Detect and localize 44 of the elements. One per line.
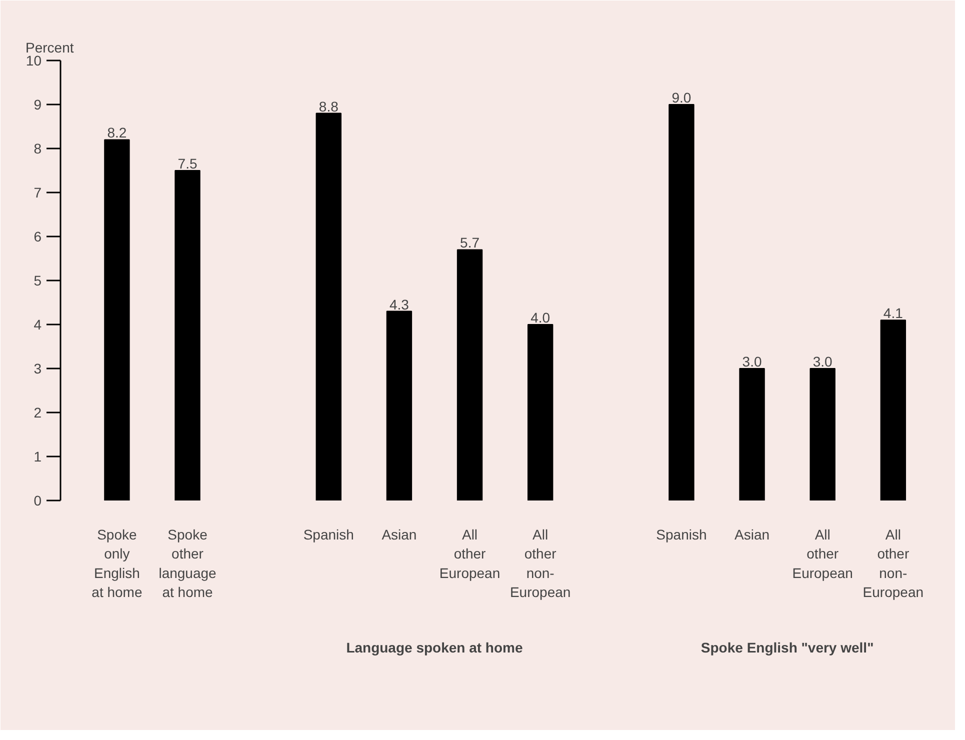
bar [527, 324, 554, 500]
data-label: 4.3 [389, 296, 410, 312]
x-tick-label: Asian [734, 526, 770, 542]
y-tick-label: 6 [34, 228, 42, 244]
bar [104, 139, 130, 500]
y-tick-label: 2 [34, 404, 42, 420]
x-tick-label: All other European [792, 526, 853, 581]
data-label: 7.5 [178, 156, 198, 172]
bar [668, 104, 694, 500]
bar [880, 320, 906, 500]
y-tick-label: 0 [34, 492, 42, 508]
data-label: 5.7 [460, 234, 480, 251]
y-tick-label: 1 [34, 448, 42, 464]
x-tick-label: Spanish [656, 526, 707, 542]
bar [810, 368, 836, 500]
data-label: 3.0 [812, 354, 833, 370]
x-tick-label: Asian [382, 526, 417, 542]
bar [456, 249, 483, 500]
y-tick-label: 5 [34, 272, 42, 288]
y-tick-label: 3 [34, 360, 42, 376]
bar [174, 170, 200, 500]
data-label: 4.1 [883, 305, 904, 322]
data-label: 3.0 [742, 354, 762, 370]
x-tick-label: Spoke only English at home [92, 526, 142, 600]
text: Language spoken at home [346, 640, 523, 656]
y-tick-label: 7 [34, 184, 42, 200]
y-tick-label: 4 [34, 316, 42, 332]
data-label: 4.0 [530, 310, 550, 326]
bar [739, 368, 765, 500]
data-label: 8.2 [107, 124, 127, 141]
x-tick-label: Spoke other language at home [158, 526, 217, 600]
data-label: 9.0 [672, 90, 692, 106]
x-tick-label: All other non- European [862, 526, 924, 600]
x-tick-label: All other non- European [510, 526, 571, 600]
y-axis-title: Percent [26, 40, 74, 56]
text: Spoke English "very well" [700, 640, 874, 656]
y-tick-label: 9 [34, 96, 42, 112]
bar [316, 112, 342, 500]
data-label: 8.8 [318, 98, 339, 114]
x-tick-label: Spanish [303, 526, 354, 542]
bar [386, 310, 412, 500]
y-tick-label: 8 [34, 140, 42, 156]
y-tick-label: 10 [26, 52, 42, 68]
x-tick-label: All other European [439, 526, 500, 581]
